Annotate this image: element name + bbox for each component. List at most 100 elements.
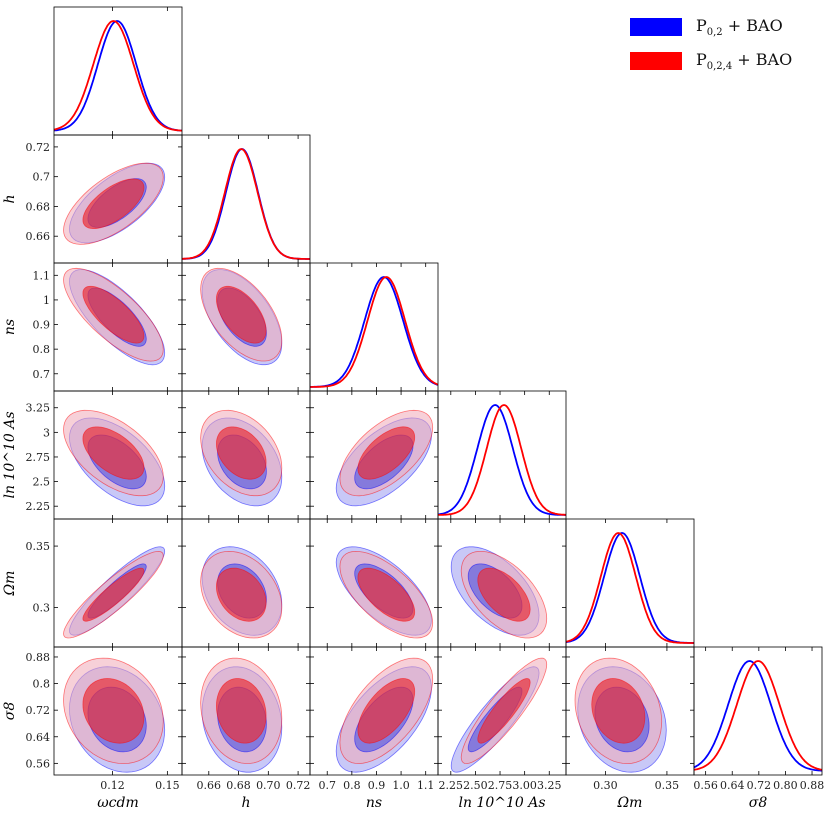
marginal-n_s-series-0 bbox=[310, 276, 438, 388]
contour-68-series-1 bbox=[215, 567, 267, 622]
panel-plot-area bbox=[63, 409, 166, 507]
y-tick-label-ln10^10A_s: 3.25 bbox=[26, 402, 51, 415]
marginal-Omega_m-series-1 bbox=[566, 532, 694, 644]
marginal-ln10^10A_s-series-0 bbox=[438, 404, 566, 516]
y-tick-label-Omega_m: 0.3 bbox=[33, 602, 51, 615]
marginal-h-series-0 bbox=[182, 148, 310, 260]
x-tick-label-Omega_m: 0.30 bbox=[593, 779, 618, 792]
contour-68-series-1 bbox=[215, 426, 267, 480]
x-tick-label-n_s: 0.8 bbox=[343, 779, 361, 792]
panel-plot-area bbox=[63, 162, 166, 245]
contour-68-series-1 bbox=[82, 178, 145, 229]
panel-plot-area bbox=[200, 546, 283, 639]
x-tick-label-sigma_8: 0.56 bbox=[693, 779, 718, 792]
panel-plot-area bbox=[335, 657, 434, 773]
y-tick-label-ln10^10A_s: 2.25 bbox=[26, 500, 51, 513]
contour-68-series-1 bbox=[477, 678, 531, 744]
y-tick-label-h: 0.7 bbox=[33, 171, 51, 184]
y-tick-label-sigma_8: 0.72 bbox=[26, 704, 51, 717]
x-tick-label-sigma_8: 0.64 bbox=[720, 779, 745, 792]
panel-plot-area bbox=[200, 409, 283, 507]
contour-68-series-1 bbox=[357, 678, 416, 744]
x-axis-label-n_s: ns bbox=[366, 795, 382, 811]
marginal-omega_cdm-series-0 bbox=[54, 20, 182, 132]
panel-Omega_m-Omega_m bbox=[565, 518, 695, 648]
x-tick-label-ln10^10A_s: 2.75 bbox=[488, 779, 513, 792]
panel-plot-area bbox=[63, 546, 166, 639]
y-axis-label-h: h bbox=[2, 194, 18, 203]
y-tick-label-Omega_m: 0.35 bbox=[26, 540, 51, 553]
x-tick-label-h: 0.70 bbox=[256, 779, 281, 792]
legend-label-p02: P0,2 + BAO bbox=[696, 15, 783, 39]
contour-68-series-1 bbox=[357, 426, 416, 480]
y-tick-label-sigma_8: 0.88 bbox=[26, 651, 51, 664]
y-tick-label-sigma_8: 0.8 bbox=[33, 678, 51, 691]
contour-68-series-1 bbox=[591, 678, 646, 744]
y-tick-label-n_s: 0.9 bbox=[33, 319, 51, 332]
y-tick-label-ln10^10A_s: 3 bbox=[43, 426, 50, 439]
panel-plot-area bbox=[200, 267, 283, 366]
panel-frame bbox=[437, 390, 567, 520]
panel-omega_cdm-sigma_8 bbox=[53, 646, 183, 776]
x-tick-label-ln10^10A_s: 3.00 bbox=[512, 779, 537, 792]
panel-n_s-sigma_8 bbox=[309, 646, 439, 776]
contour-68-series-1 bbox=[477, 567, 531, 622]
x-tick-label-ln10^10A_s: 2.50 bbox=[463, 779, 488, 792]
x-tick-label-n_s: 1.1 bbox=[417, 779, 435, 792]
panel-n_s-Omega_m bbox=[309, 518, 439, 648]
marginal-sigma_8-series-0 bbox=[694, 660, 822, 772]
x-tick-label-n_s: 0.7 bbox=[318, 779, 336, 792]
x-axis-label-omega_cdm: ωcdm bbox=[97, 795, 139, 811]
x-axis-label-Omega_m: Ωm bbox=[617, 795, 643, 811]
panel-plot-area bbox=[335, 409, 434, 507]
marginal-sigma_8-series-1 bbox=[694, 660, 822, 771]
panel-plot-area bbox=[694, 660, 822, 772]
panel-plot-area bbox=[63, 267, 166, 366]
marginal-ln10^10A_s-series-1 bbox=[438, 404, 566, 516]
panel-plot-area bbox=[200, 657, 283, 773]
marginal-omega_cdm-series-1 bbox=[54, 20, 182, 132]
y-tick-label-n_s: 1 bbox=[43, 294, 50, 307]
panel-ln10^10A_s-sigma_8 bbox=[437, 646, 567, 776]
panel-plot-area bbox=[566, 532, 694, 644]
panel-ln10^10A_s-Omega_m bbox=[437, 518, 567, 648]
y-axis-label-n_s: ns bbox=[2, 319, 18, 335]
panel-frame bbox=[309, 262, 439, 392]
x-tick-label-sigma_8: 0.72 bbox=[747, 779, 772, 792]
y-tick-label-h: 0.68 bbox=[26, 200, 51, 213]
y-tick-label-n_s: 0.8 bbox=[33, 343, 51, 356]
panel-sigma_8-sigma_8 bbox=[693, 646, 823, 776]
x-tick-label-n_s: 0.9 bbox=[368, 779, 386, 792]
panel-plot-area bbox=[450, 546, 548, 639]
panel-plot-area bbox=[182, 148, 310, 260]
panel-omega_cdm-Omega_m bbox=[53, 518, 183, 648]
x-tick-label-h: 0.66 bbox=[197, 779, 222, 792]
legend: P0,2 + BAO P0,2,4 + BAO bbox=[630, 10, 820, 78]
y-tick-label-n_s: 0.7 bbox=[33, 368, 51, 381]
y-axis-label-sigma_8: σ8 bbox=[2, 702, 18, 721]
y-tick-label-h: 0.72 bbox=[26, 141, 51, 154]
legend-item-p02: P0,2 + BAO bbox=[630, 10, 820, 44]
y-tick-label-sigma_8: 0.56 bbox=[26, 757, 51, 770]
panel-h-h bbox=[181, 134, 311, 264]
legend-label-p024: P0,2,4 + BAO bbox=[696, 49, 793, 73]
contour-68-series-1 bbox=[82, 426, 145, 480]
legend-swatch-blue bbox=[630, 18, 682, 36]
panel-h-Omega_m bbox=[181, 518, 311, 648]
contour-68-series-1 bbox=[82, 567, 145, 622]
y-tick-label-ln10^10A_s: 2.75 bbox=[26, 451, 51, 464]
x-axis-label-sigma_8: σ8 bbox=[749, 795, 768, 811]
contour-68-series-1 bbox=[215, 678, 267, 744]
contour-68-series-1 bbox=[82, 285, 145, 344]
x-tick-label-h: 0.68 bbox=[226, 779, 251, 792]
panel-h-ln10^10A_s bbox=[181, 390, 311, 520]
x-tick-label-sigma_8: 0.80 bbox=[773, 779, 798, 792]
panel-frame bbox=[693, 646, 823, 776]
panel-n_s-ln10^10A_s bbox=[309, 390, 439, 520]
x-tick-label-omega_cdm: 0.12 bbox=[100, 779, 125, 792]
legend-item-p024: P0,2,4 + BAO bbox=[630, 44, 820, 78]
panel-plot-area bbox=[438, 404, 566, 516]
marginal-n_s-series-1 bbox=[310, 276, 438, 388]
marginal-h-series-1 bbox=[182, 148, 310, 260]
